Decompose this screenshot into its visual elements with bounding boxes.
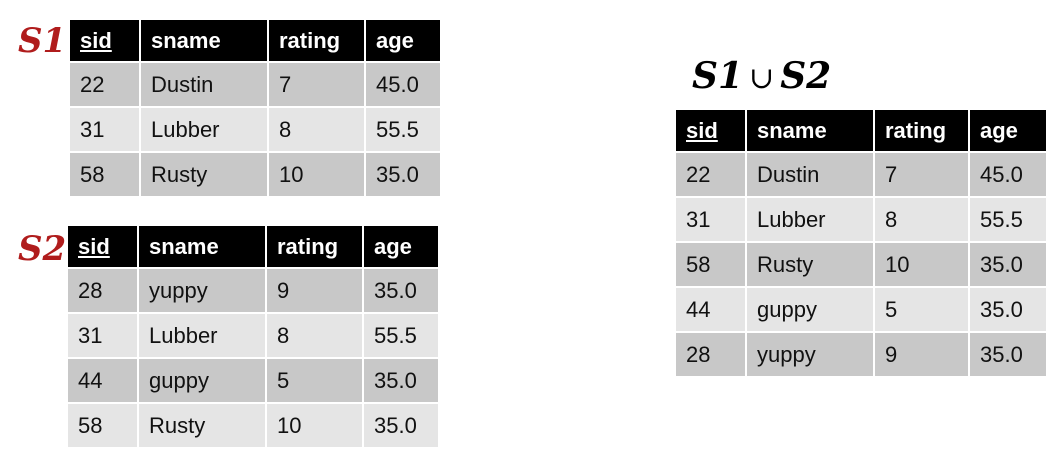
table-cell-sname: Rusty	[139, 404, 265, 447]
table-cell-rating: 10	[267, 404, 362, 447]
table-cell-rating: 8	[875, 198, 968, 241]
table-cell-rating: 5	[875, 288, 968, 331]
table-cell-sid: 28	[68, 269, 137, 312]
table-cell-sname: yuppy	[747, 333, 873, 376]
table-union: sid sname rating age 22 Dustin 7 45.0 31 Lubber 8 5…	[674, 108, 1048, 378]
table-cell-rating: 10	[269, 153, 364, 196]
table-cell-sname: Rusty	[747, 243, 873, 286]
column-header-sname: sname	[747, 110, 873, 151]
column-header-rating: rating	[875, 110, 968, 151]
table-s2: sid sname rating age 28 yuppy 9 35.0 31 Lubber 8 55…	[66, 224, 440, 449]
table-cell-rating: 5	[267, 359, 362, 402]
table-cell-sid: 22	[676, 153, 745, 196]
table-row: 44 guppy 5 35.0	[68, 359, 438, 402]
union-title-left: S1	[692, 55, 744, 97]
table-cell-sid: 28	[676, 333, 745, 376]
table-cell-rating: 7	[269, 63, 364, 106]
table-row: 58 Rusty 10 35.0	[68, 404, 438, 447]
column-header-age: age	[366, 20, 440, 61]
column-header-rating: rating	[267, 226, 362, 267]
table-cell-sname: Dustin	[141, 63, 267, 106]
table-cell-age: 55.5	[970, 198, 1046, 241]
table-row: 28 yuppy 9 35.0	[68, 269, 438, 312]
table-cell-age: 35.0	[970, 288, 1046, 331]
column-header-age: age	[970, 110, 1046, 151]
header-row: sid sname rating age	[676, 110, 1046, 151]
table-row: 44 guppy 5 35.0	[676, 288, 1046, 331]
union-operator: ∪	[749, 61, 775, 96]
table-cell-sid: 58	[68, 404, 137, 447]
table-cell-age: 35.0	[364, 404, 438, 447]
table-cell-sname: guppy	[139, 359, 265, 402]
table-cell-rating: 10	[875, 243, 968, 286]
table-cell-rating: 8	[267, 314, 362, 357]
table-cell-age: 35.0	[366, 153, 440, 196]
column-header-age: age	[364, 226, 438, 267]
table-cell-sname: Lubber	[747, 198, 873, 241]
table-cell-age: 45.0	[970, 153, 1046, 196]
table-cell-sname: Lubber	[139, 314, 265, 357]
header-row: sid sname rating age	[68, 226, 438, 267]
table-cell-sid: 44	[68, 359, 137, 402]
header-row: sid sname rating age	[70, 20, 440, 61]
table-cell-age: 55.5	[364, 314, 438, 357]
table-row: 22 Dustin 7 45.0	[70, 63, 440, 106]
table-cell-age: 35.0	[364, 269, 438, 312]
column-header-sname: sname	[141, 20, 267, 61]
column-header-sname: sname	[139, 226, 265, 267]
table-row: 28 yuppy 9 35.0	[676, 333, 1046, 376]
table-s1: sid sname rating age 22 Dustin 7 45.0 31 Lubber 8 5…	[68, 18, 442, 198]
table-row: 22 Dustin 7 45.0	[676, 153, 1046, 196]
table-row: 31 Lubber 8 55.5	[676, 198, 1046, 241]
table-cell-age: 55.5	[366, 108, 440, 151]
table-cell-age: 45.0	[366, 63, 440, 106]
table-cell-sid: 31	[70, 108, 139, 151]
table-cell-age: 35.0	[970, 333, 1046, 376]
table-cell-rating: 9	[267, 269, 362, 312]
table-cell-rating: 8	[269, 108, 364, 151]
union-title-right: S2	[780, 55, 832, 97]
table-cell-sid: 31	[68, 314, 137, 357]
table-cell-age: 35.0	[364, 359, 438, 402]
column-header-rating: rating	[269, 20, 364, 61]
table-cell-sid: 58	[70, 153, 139, 196]
table-row: 31 Lubber 8 55.5	[68, 314, 438, 357]
table-cell-sid: 58	[676, 243, 745, 286]
union-title: S1 ∪ S2	[692, 58, 831, 94]
column-header-sid: sid	[68, 226, 137, 267]
table-cell-sname: guppy	[747, 288, 873, 331]
column-header-sid: sid	[676, 110, 745, 151]
table-cell-rating: 7	[875, 153, 968, 196]
table-row: 58 Rusty 10 35.0	[676, 243, 1046, 286]
table-cell-sid: 31	[676, 198, 745, 241]
table-cell-sid: 44	[676, 288, 745, 331]
table-row: 58 Rusty 10 35.0	[70, 153, 440, 196]
table-row: 31 Lubber 8 55.5	[70, 108, 440, 151]
table-cell-sname: Lubber	[141, 108, 267, 151]
table-cell-sname: yuppy	[139, 269, 265, 312]
relation-label-s1: S1	[18, 21, 67, 61]
column-header-sid: sid	[70, 20, 139, 61]
table-cell-sid: 22	[70, 63, 139, 106]
table-cell-rating: 9	[875, 333, 968, 376]
relation-label-s2: S2	[18, 229, 67, 269]
table-cell-age: 35.0	[970, 243, 1046, 286]
table-cell-sname: Dustin	[747, 153, 873, 196]
table-cell-sname: Rusty	[141, 153, 267, 196]
